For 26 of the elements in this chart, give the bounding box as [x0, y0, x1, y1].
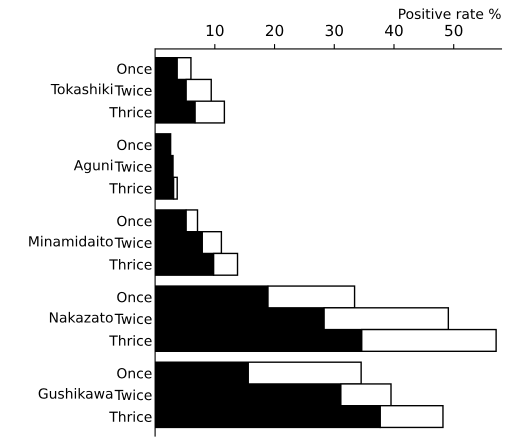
x-tick-label: 10 — [206, 24, 224, 36]
text: Nakazato — [50, 312, 113, 323]
y-tick-label: Once — [117, 368, 152, 378]
text: Aguni — [74, 160, 112, 174]
text: Gushikawa — [38, 388, 112, 399]
y-tick-label: Twice — [114, 237, 152, 248]
text: Minamidaito — [29, 236, 113, 247]
y-tick-label: Twice — [114, 85, 152, 96]
y-tick-label: Thrice — [109, 259, 152, 270]
x-tick-label: 20 — [266, 24, 284, 36]
y-tick-label: Thrice — [109, 411, 152, 422]
y-tick-label: Twice — [114, 161, 152, 172]
x-tick-label: 30 — [326, 24, 343, 36]
y-tick-label: Thrice — [109, 106, 152, 118]
y-tick-label: Once — [117, 216, 152, 226]
x-axis-title: Positive rate % — [399, 8, 501, 20]
text: Tokashiki — [50, 84, 112, 94]
y-tick-label: Thrice — [109, 335, 152, 346]
y-tick-label: Once — [117, 63, 152, 74]
y-tick-label: Once — [117, 292, 152, 302]
x-tick-label: 50 — [445, 24, 462, 36]
y-tick-label: Twice — [114, 313, 152, 324]
y-tick-label: Thrice — [109, 182, 152, 194]
y-tick-label: Twice — [114, 390, 152, 400]
y-tick-label: Once — [117, 140, 152, 150]
x-tick-label: 40 — [385, 24, 403, 36]
